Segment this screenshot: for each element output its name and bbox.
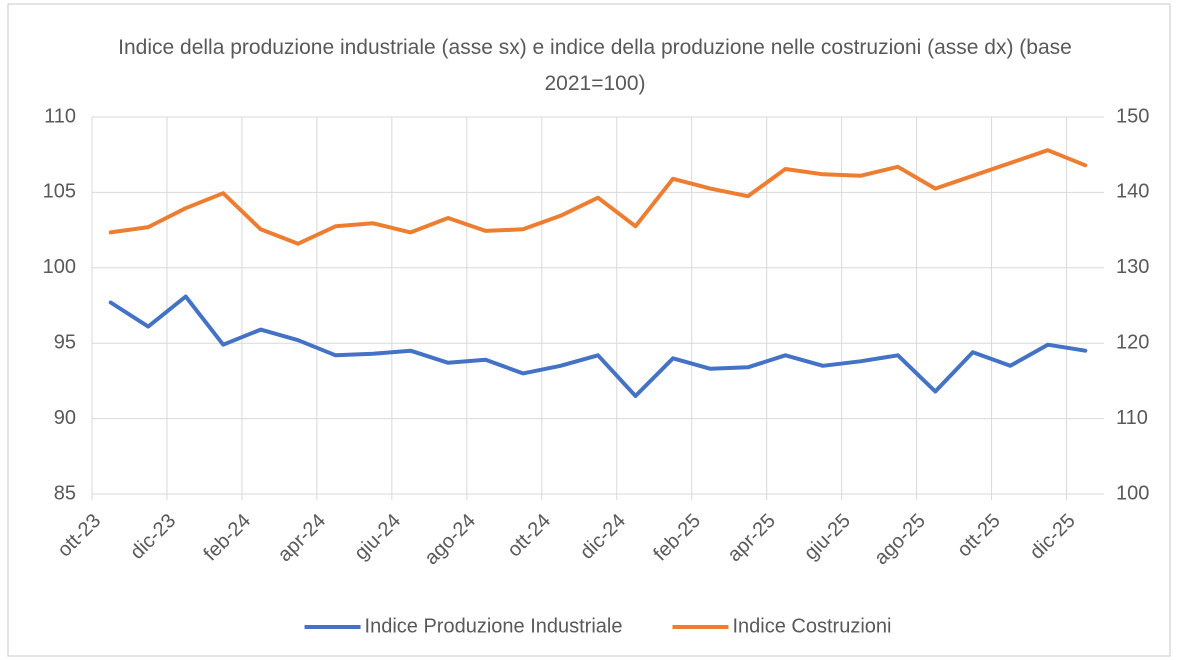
y2-tick-label: 100 [1116, 482, 1149, 504]
y-tick-label: 85 [54, 482, 76, 504]
y2-tick-label: 110 [1116, 407, 1148, 429]
y2-tick-label: 150 [1116, 105, 1149, 127]
series-line [108, 294, 1088, 398]
y-tick-label: 110 [44, 105, 76, 127]
legend-label: Indice Costruzioni [732, 615, 891, 637]
y2-tick-label: 140 [1116, 181, 1149, 203]
y-tick-label: 95 [54, 331, 76, 353]
y-tick-label: 100 [43, 256, 76, 278]
y2-tick-label: 130 [1116, 256, 1149, 278]
legend-label: Indice Produzione Industriale [365, 615, 623, 637]
y2-tick-label: 120 [1116, 331, 1149, 353]
chart-border [7, 3, 1171, 657]
y-tick-label: 105 [43, 181, 76, 203]
y-tick-label: 90 [54, 407, 76, 429]
series-line [108, 148, 1088, 246]
chart-title: Indice della produzione industriale (ass… [118, 36, 1072, 95]
